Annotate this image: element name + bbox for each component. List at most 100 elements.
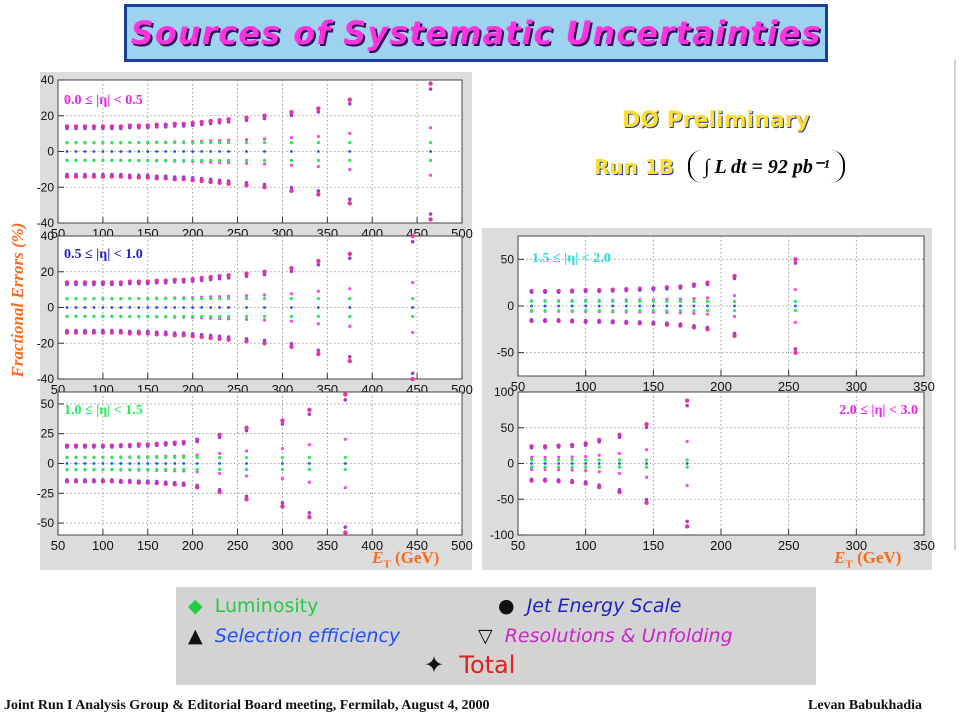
resolution-point: [289, 163, 294, 167]
jes-point: [638, 320, 642, 324]
selection-point: [101, 150, 105, 153]
selection-point: [245, 150, 248, 153]
jes-point: [732, 331, 737, 336]
resolution-point: [570, 455, 574, 459]
selection-point: [74, 306, 78, 309]
total-point: [644, 500, 649, 506]
jes-point: [316, 262, 321, 267]
selection-point: [543, 304, 547, 308]
y-tick-label: 50: [501, 252, 515, 266]
jes-point: [172, 124, 177, 128]
total-point: [316, 106, 321, 111]
jes-point: [195, 439, 199, 444]
luminosity-point: [411, 314, 415, 319]
luminosity-point: [348, 296, 352, 301]
resolution-point: [218, 471, 222, 476]
resolution-point: [584, 468, 588, 473]
total-point: [347, 201, 352, 206]
y-tick-label: 0: [507, 299, 514, 313]
luminosity-point: [173, 296, 177, 301]
total-point: [316, 258, 321, 264]
luminosity-point: [543, 458, 547, 462]
luminosity-point: [543, 309, 547, 313]
luminosity-point: [65, 314, 69, 319]
jes-point: [347, 256, 352, 260]
luminosity-point: [307, 467, 311, 472]
jes-point: [110, 172, 114, 177]
y-tick-label: 20: [41, 109, 55, 123]
edge-divider: [954, 60, 956, 550]
jes-point: [181, 280, 186, 284]
resolution-point: [705, 312, 710, 316]
luminosity-point: [280, 455, 285, 460]
luminosity-point: [218, 314, 222, 319]
selection-point: [173, 150, 177, 153]
legend-total: ✦ Total: [424, 651, 515, 679]
jes-point: [307, 511, 312, 515]
jes-point: [92, 126, 96, 131]
total-point: [244, 183, 249, 188]
total-point: [280, 418, 285, 423]
jes-point: [732, 276, 737, 281]
jes-point: [65, 282, 69, 287]
jes-point: [617, 488, 622, 492]
luminosity-point: [128, 455, 132, 460]
x-tick-label: 100: [575, 538, 597, 553]
legend-luminosity-label: Luminosity: [214, 595, 319, 617]
selection-point: [128, 150, 132, 153]
resolution-point: [678, 297, 683, 301]
resolution-point: [597, 453, 601, 457]
total-point: [347, 251, 352, 257]
luminosity-point: [611, 309, 615, 313]
luminosity-point: [244, 314, 249, 319]
resolution-point: [195, 453, 199, 457]
luminosity-point: [119, 296, 123, 301]
luminosity-point: [119, 158, 123, 163]
luminosity-point: [570, 458, 574, 462]
y-tick-label: -40: [37, 216, 55, 230]
resolution-point: [280, 476, 285, 481]
legend-resolution-label: Resolutions & Unfolding: [504, 625, 733, 647]
resolution-point: [226, 161, 231, 165]
jes-point: [428, 87, 433, 91]
luminosity-point: [584, 458, 588, 462]
jes-point: [244, 336, 249, 341]
jes-point: [154, 174, 159, 178]
total-point: [244, 425, 249, 430]
luminosity-point: [218, 140, 222, 145]
luminosity-point: [348, 158, 352, 163]
jes-point: [705, 282, 710, 287]
jes-point: [145, 125, 150, 130]
selection-point: [584, 462, 588, 465]
luminosity-point: [110, 455, 114, 460]
jes-point: [556, 478, 561, 482]
total-point: [347, 358, 352, 364]
jes-point: [181, 175, 186, 179]
luminosity-point: [678, 299, 683, 303]
luminosity-point: [164, 314, 168, 319]
luminosity-point: [200, 140, 204, 145]
y-tick-label: 0: [47, 301, 54, 315]
x-tick-label: 50: [51, 538, 65, 553]
resolution-point: [428, 173, 433, 177]
selection-point: [155, 462, 159, 465]
x-tick-label: 400: [361, 538, 383, 553]
jes-point: [199, 332, 204, 337]
jes-point: [226, 179, 231, 183]
resolution-point: [244, 161, 249, 165]
luminosity-point: [128, 158, 132, 163]
jes-point: [163, 480, 168, 484]
resolution-point: [316, 289, 320, 293]
resolution-point: [685, 439, 689, 444]
resolution-point: [348, 287, 352, 291]
jes-point: [705, 325, 710, 330]
luminosity-point: [200, 158, 204, 163]
jes-point: [347, 355, 352, 359]
jes-point: [83, 328, 87, 333]
jes-point: [208, 333, 213, 338]
luminosity-point: [83, 296, 87, 301]
legend-selection-label: Selection efficiency: [214, 625, 401, 647]
luminosity-point: [644, 465, 649, 469]
jes-point: [347, 197, 352, 201]
